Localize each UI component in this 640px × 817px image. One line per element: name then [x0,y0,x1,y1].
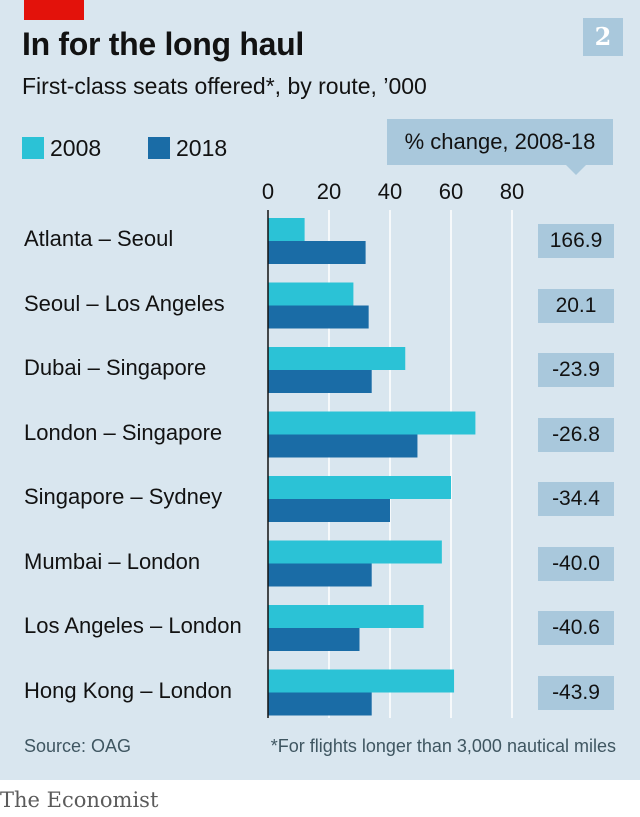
route-label: Singapore – Sydney [24,484,223,509]
bar-2008-2 [268,347,406,370]
bar-2018-5 [268,563,372,587]
route-label: London – Singapore [24,419,223,445]
economist-brand: The Economist [0,788,159,812]
legend-label-2008: 2008 [50,134,102,161]
x-tick-label-80: 80 [500,179,524,204]
legend-item-2018: 2018 [148,134,227,162]
bar-2018-3 [268,434,418,458]
chart-subtitle: First-class seats offered*, by route, ’0… [22,73,427,99]
chart-number-badge: 2 [583,18,623,56]
x-tick-label-0: 0 [262,179,274,204]
bar-2008-0 [268,218,305,241]
bar-2008-5 [268,540,442,564]
change-value-box: 166.9 [538,224,614,258]
change-value-box: -23.9 [538,353,614,387]
bar-2018-6 [268,628,360,651]
route-label: Los Angeles – London [24,613,242,638]
bar-2008-1 [268,282,354,306]
bar-2018-0 [268,241,366,264]
change-header-pointer [566,165,586,175]
x-tick-label-40: 40 [378,179,402,204]
change-column-header: % change, 2008-18 [387,119,613,165]
bar-plot: 0 20 40 60 80 [262,179,524,718]
x-tick-label-20: 20 [317,179,341,204]
bar-2018-1 [268,305,369,329]
change-value-box: -40.6 [538,611,614,645]
brand-red-tag [24,0,84,20]
chart-title: In for the long haul [22,26,304,62]
route-label: Seoul – Los Angeles [24,290,225,316]
bar-2008-7 [268,669,455,693]
source-note: Source: OAG [24,736,132,756]
route-label: Hong Kong – London [24,677,232,703]
bar-2018-7 [268,692,372,716]
bar-2008-6 [268,605,424,628]
legend-swatch-2008 [22,137,44,159]
route-label: Atlanta – Seoul [24,226,174,251]
bar-2018-2 [268,370,372,393]
legend-item-2008: 2008 [22,134,101,162]
x-tick-label-60: 60 [439,179,463,204]
bar-2008-3 [268,411,476,435]
footnote: *For flights longer than 3,000 nautical … [270,736,616,756]
bar-2008-4 [268,476,451,499]
change-value-box: -40.0 [538,546,614,581]
legend-label-2018: 2018 [176,134,228,161]
change-value-box: -43.9 [538,675,614,710]
route-label: Mumbai – London [24,548,201,574]
route-label: Dubai – Singapore [24,355,207,380]
change-value-box: 20.1 [538,288,614,323]
bar-2018-4 [268,499,390,522]
change-value-box: -34.4 [538,482,614,516]
legend-swatch-2018 [148,137,170,159]
change-value-box: -26.8 [538,417,614,452]
